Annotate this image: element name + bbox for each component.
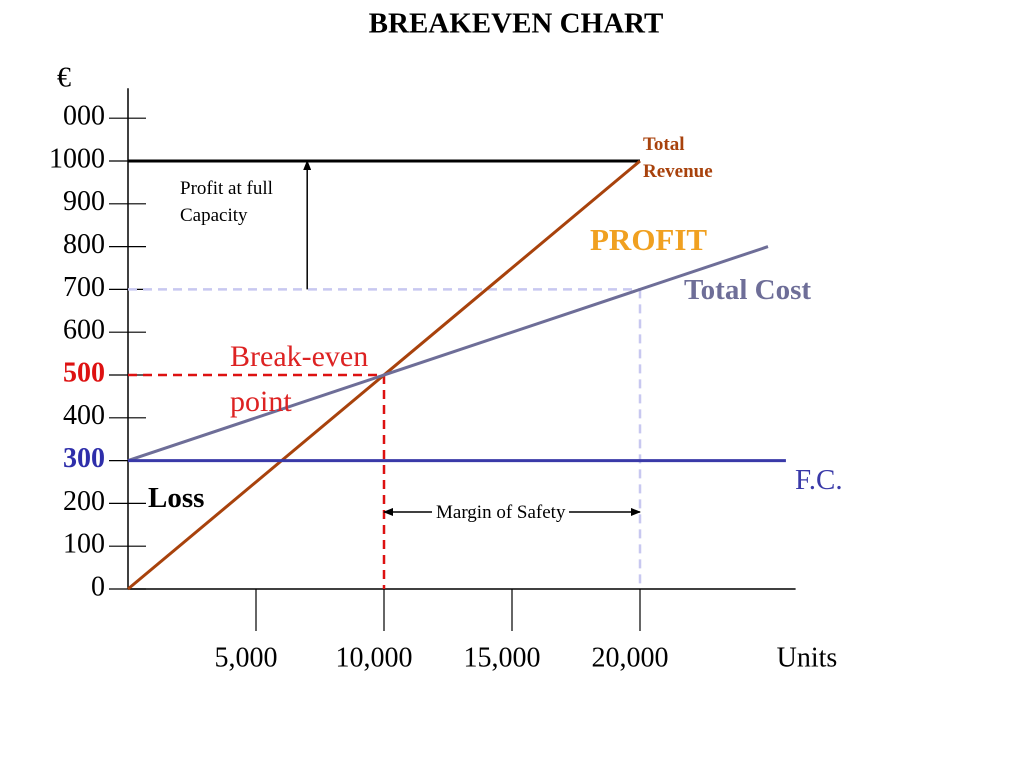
- y-tick-label: 000: [63, 101, 105, 132]
- x-tick-label: 20,000: [592, 642, 669, 673]
- annotation: Profit at full Capacity: [180, 176, 300, 230]
- y-tick-label: 200: [63, 486, 105, 517]
- series-label: Total Revenue: [643, 134, 713, 182]
- y-tick-label: 900: [63, 186, 105, 217]
- y-tick-label: 600: [63, 315, 105, 346]
- y-axis-label: €: [57, 62, 71, 93]
- y-tick-label: 700: [63, 272, 105, 303]
- annotation: Margin of Safety: [432, 500, 570, 527]
- y-tick-label: 500: [63, 357, 105, 388]
- y-tick-label: 400: [63, 400, 105, 431]
- y-tick-label: 300: [63, 443, 105, 474]
- annotation: Loss: [148, 478, 205, 519]
- y-tick-label: 800: [63, 229, 105, 260]
- x-axis-label: Units: [777, 642, 838, 673]
- y-tick-label: 0: [91, 571, 105, 602]
- y-tick-label: 100: [63, 529, 105, 560]
- annotation: Break-even point: [230, 340, 369, 418]
- chart-title: BREAKEVEN CHART: [369, 8, 664, 40]
- x-tick-label: 5,000: [215, 642, 278, 673]
- series-label: F.C.: [795, 464, 843, 496]
- x-tick-label: 10,000: [336, 642, 413, 673]
- series-label: Total Cost: [684, 274, 812, 306]
- y-tick-label: 1000: [49, 143, 105, 174]
- annotation: PROFIT: [590, 222, 708, 257]
- x-tick-label: 15,000: [464, 642, 541, 673]
- series-line: [127, 245, 769, 463]
